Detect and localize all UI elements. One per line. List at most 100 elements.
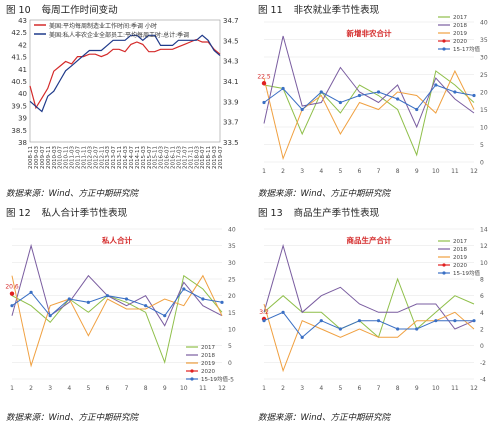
legend-label-2019: 2019 [453,255,467,261]
x-axis-tick-label: 6 [358,168,362,175]
x-axis-tick-label: 2017-11 [188,146,194,169]
series-point-15-19均值 [201,297,205,301]
x-axis-tick-label: 2012-03 [87,146,93,169]
x-axis-tick-label: 4 [67,385,71,392]
x-axis-tick-label: 1 [10,385,14,392]
y-axis-tick-label: 15 [228,310,236,317]
y-axis-tick-label: 25 [480,72,488,79]
right-axis-tick-label: 34.3 [223,58,239,66]
legend-label-2017: 2017 [453,239,467,245]
series-point-15-19均值 [357,319,362,323]
series-point-15-19均值 [453,319,457,323]
series-point-2020 [9,291,15,296]
x-axis-tick-label: 2 [281,385,285,392]
x-axis-tick-label: 2 [281,168,285,175]
x-axis-tick-label: 2015-07 [147,146,153,169]
x-axis-tick-label: 2013-11 [117,146,123,169]
series-line-2017 [11,274,223,365]
figure-12-title: 图 12 私人合计季节性表现 [6,205,127,219]
x-axis-tick-label: 6 [358,385,362,392]
chart-inner-title: 新增非农合计 [347,28,392,38]
legend-marker-15-19均值 [442,271,446,275]
figure-11-panel: 图 11 非农就业季节性表现 0 5 10 15 20 25 30 35 40 1 2 3 4 5 6 7 8 9… [252,0,500,215]
x-axis-tick-label: 2012-07 [93,146,99,169]
x-axis-tick-label: 2009-03 [34,146,40,169]
series-point-15-19均值 [48,314,52,318]
series-line-2019 [263,303,475,373]
series-line-15-17均值 [263,84,475,111]
figure-10-title: 图 10 每周工作时间变动 [6,2,118,16]
series-line-2018 [263,243,475,330]
x-axis-tick-label: 3 [300,168,304,175]
figure-10-source: 数据来源：Wind、方正中期研究院 [6,189,139,199]
x-axis-tick-label: 2011-11 [81,146,87,169]
y-axis-tick-label: 15 [480,107,488,114]
right-axis-tick-label: 34.5 [223,37,239,45]
series-point-15-19均值 [376,319,381,323]
series-point-15-19均值 [396,327,400,331]
x-axis-tick-label: 2009-07 [40,146,46,169]
y-axis-tick-label: 5 [480,142,484,149]
series-line-2019 [263,69,475,161]
series-point-15-17均值 [434,83,438,87]
right-axis-tick-label: 33.5 [223,139,239,147]
x-axis-tick-label: 2016-03 [159,146,165,169]
series-point-15-17均值 [357,93,362,98]
y-axis-tick-label: 0 [480,160,484,167]
y-axis-tick-label: 0 [228,360,232,367]
x-axis-tick-label: 7 [377,385,381,392]
series-point-15-17均值 [396,97,400,101]
series-line-2019 [11,274,223,368]
chart-inner-title: 私人合计 [101,235,132,245]
x-axis-tick-label: 4 [319,385,323,392]
x-axis-tick-label: 11 [199,385,207,392]
right-axis-tick-label: 33.7 [223,119,239,127]
left-axis-tick-label: 42.5 [11,29,27,37]
legend-label-2020: 2020 [201,369,215,375]
x-axis-tick-label: 2009-11 [46,146,52,169]
legend-marker-2020 [442,39,446,43]
series-point-15-19均值 [220,300,224,304]
legend-label-15-17均值: 15-17均值 [453,45,480,53]
x-axis-tick-label: 2019-07 [218,146,224,169]
left-axis-tick-label: 40.5 [11,78,27,86]
legend-label-2017: 2017 [201,345,215,351]
figure-12-title-text: 私人合计季节性表现 [41,208,128,219]
y-axis-tick-label: 10 [228,327,236,334]
x-axis-tick-label: 8 [396,385,400,392]
series-point-15-17均值 [453,90,457,94]
legend-label-2018: 2018 [201,353,215,359]
figure-12-source: 数据来源：Wind、方正中期研究院 [6,413,139,423]
legend-label-2017: 2017 [453,15,467,21]
series-point-15-17均值 [262,100,266,105]
y-axis-tick-label: -2 [480,360,486,367]
left-axis-tick-label: 39 [18,115,27,123]
y-axis-tick-label: 40 [228,227,236,234]
y-axis-tick-label: 4 [480,310,484,317]
y-axis-tick-label: 10 [480,260,488,267]
series-point-15-19均值 [29,290,33,294]
figure-11-source: 数据来源：Wind、方正中期研究院 [258,189,391,199]
x-axis-tick-label: 3 [300,385,304,392]
series-line-2018 [11,243,223,327]
x-axis-tick-label: 5 [338,385,342,392]
x-axis-tick-label: 2 [29,385,33,392]
x-axis-tick-label: 2013-07 [111,146,117,169]
legend-label-1: 美国:私人非农企业全部员工:平均每周工时:总计:季调 [49,31,189,39]
y-axis-tick-label: 25 [228,277,236,284]
legend-label-2019: 2019 [201,361,215,367]
y-axis-tick-label: -5 [228,377,234,384]
x-axis-tick-label: 9 [163,385,167,392]
x-axis-tick-label: 2014-07 [129,146,135,169]
x-axis-tick-label: 11 [451,385,459,392]
right-axis-tick-label: 33.9 [223,98,239,106]
x-axis-tick-label: 7 [125,385,129,392]
figure-10-label: 图 10 [6,5,31,16]
annotation-2020-value: 20.6 [5,284,19,291]
series-point-15-19均值 [338,327,342,331]
series-point-15-17均值 [319,90,323,94]
figure-13-title-text: 商品生产季节性表现 [293,208,380,219]
figure-13-source: 数据来源：Wind、方正中期研究院 [258,413,391,423]
x-axis-tick-label: 2010-07 [58,146,64,169]
